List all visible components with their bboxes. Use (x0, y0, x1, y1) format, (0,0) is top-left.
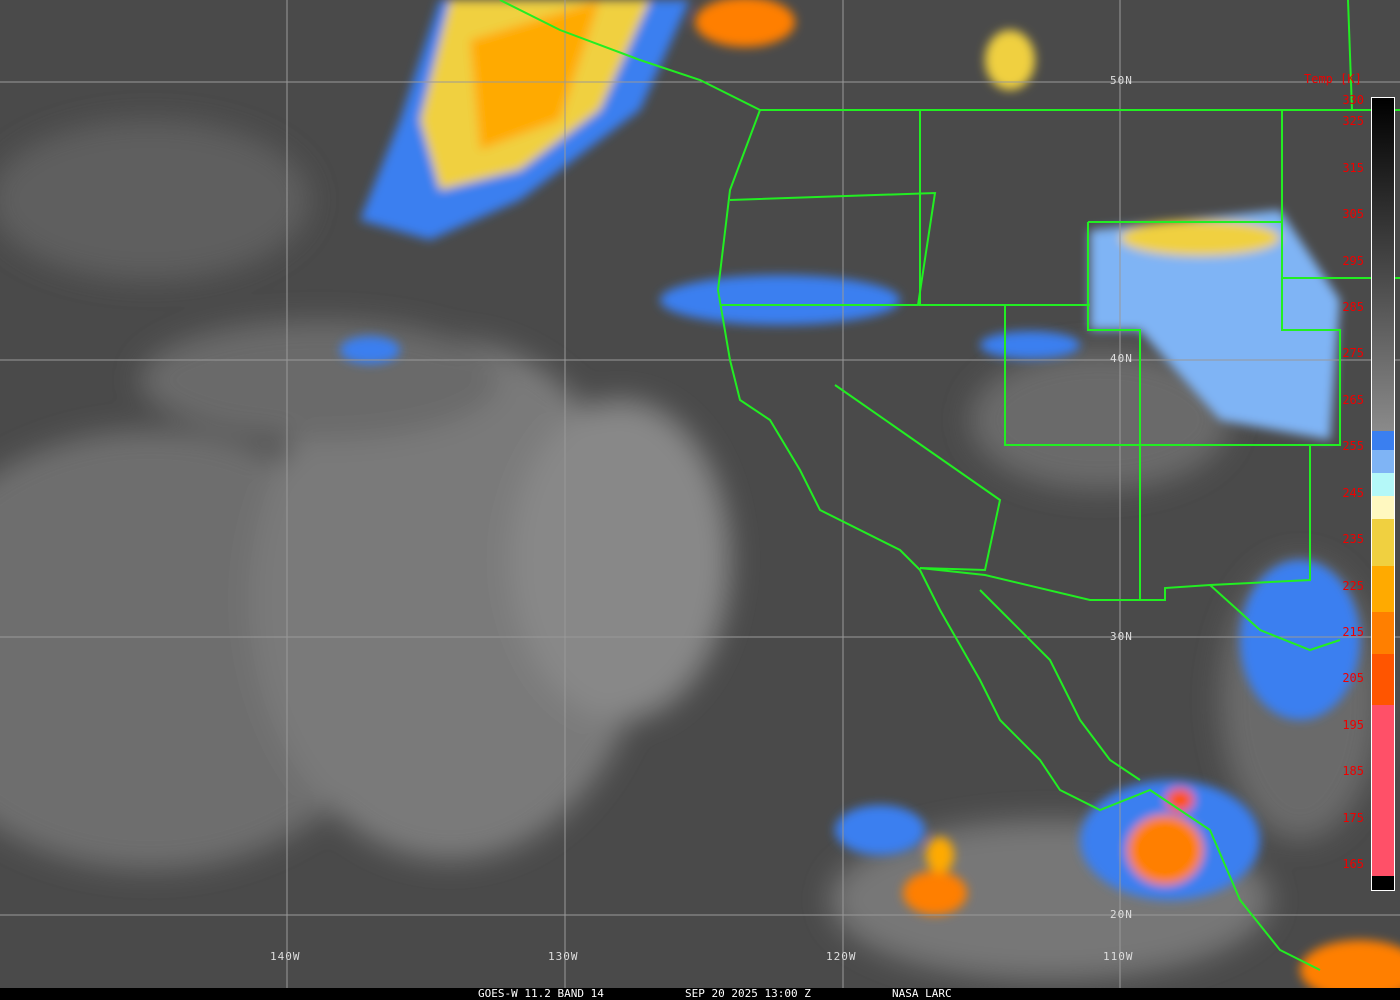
colorbar-tick: 215 (1342, 624, 1364, 639)
colorbar-tick: 265 (1342, 392, 1364, 407)
lon-label: 140W (270, 950, 301, 963)
footer-caption: GOES-W 11.2 BAND 14 SEP 20 2025 13:00 Z NA… (0, 988, 1400, 1000)
colorbar-tick: 255 (1342, 439, 1364, 454)
colorbar-segment (1372, 98, 1394, 432)
lat-label: 20N (1110, 908, 1133, 921)
colorbar-tick: 245 (1342, 485, 1364, 500)
lat-label: 30N (1110, 630, 1133, 643)
colorbar-tick: 185 (1342, 764, 1364, 779)
source: NASA LARC (892, 987, 952, 1000)
colorbar-segment (1372, 519, 1394, 566)
colorbar-tick: 305 (1342, 207, 1364, 222)
colorbar-tick: 235 (1342, 532, 1364, 547)
lat-label: 40N (1110, 352, 1133, 365)
colorbar (1371, 97, 1395, 891)
colorbar-segment (1372, 565, 1394, 613)
lon-label: 130W (548, 950, 579, 963)
colorbar-tick: 315 (1342, 160, 1364, 175)
colorbar-segment (1372, 704, 1394, 877)
colorbar-tick: 275 (1342, 346, 1364, 361)
lon-label: 110W (1103, 950, 1134, 963)
colorbar-segment (1372, 876, 1394, 890)
boundaries (499, 0, 1400, 971)
colorbar-tick: 325 (1342, 114, 1364, 129)
lat-label: 50N (1110, 74, 1133, 87)
datetime: SEP 20 2025 13:00 Z (685, 987, 811, 1000)
colorbar-tick: 295 (1342, 253, 1364, 268)
colorbar-segment (1372, 473, 1394, 497)
colorbar-tick: 225 (1342, 578, 1364, 593)
colorbar-tick: 165 (1342, 857, 1364, 872)
colorbar-tick: 330 (1342, 93, 1364, 107)
colorbar-tick: 205 (1342, 671, 1364, 686)
colorbar-tick: 175 (1342, 810, 1364, 825)
lon-label: 120W (826, 950, 857, 963)
colorbar-segment (1372, 431, 1394, 450)
satellite-band: GOES-W 11.2 BAND 14 (478, 987, 604, 1000)
colorbar-title: Temp [K] (1304, 72, 1362, 86)
colorbar-segment (1372, 449, 1394, 474)
cold-cloud-tops (340, 0, 1400, 988)
colorbar-segment (1372, 496, 1394, 520)
colorbar-tick: 195 (1342, 717, 1364, 732)
colorbar-segment (1372, 653, 1394, 705)
colorbar-segment (1372, 612, 1394, 654)
colorbar-tick: 285 (1342, 299, 1364, 314)
